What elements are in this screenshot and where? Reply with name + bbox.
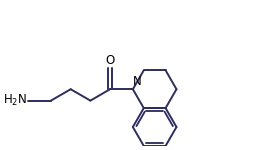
Text: O: O [105,54,115,67]
Text: N: N [133,75,142,88]
Text: H$_2$N: H$_2$N [3,93,27,108]
